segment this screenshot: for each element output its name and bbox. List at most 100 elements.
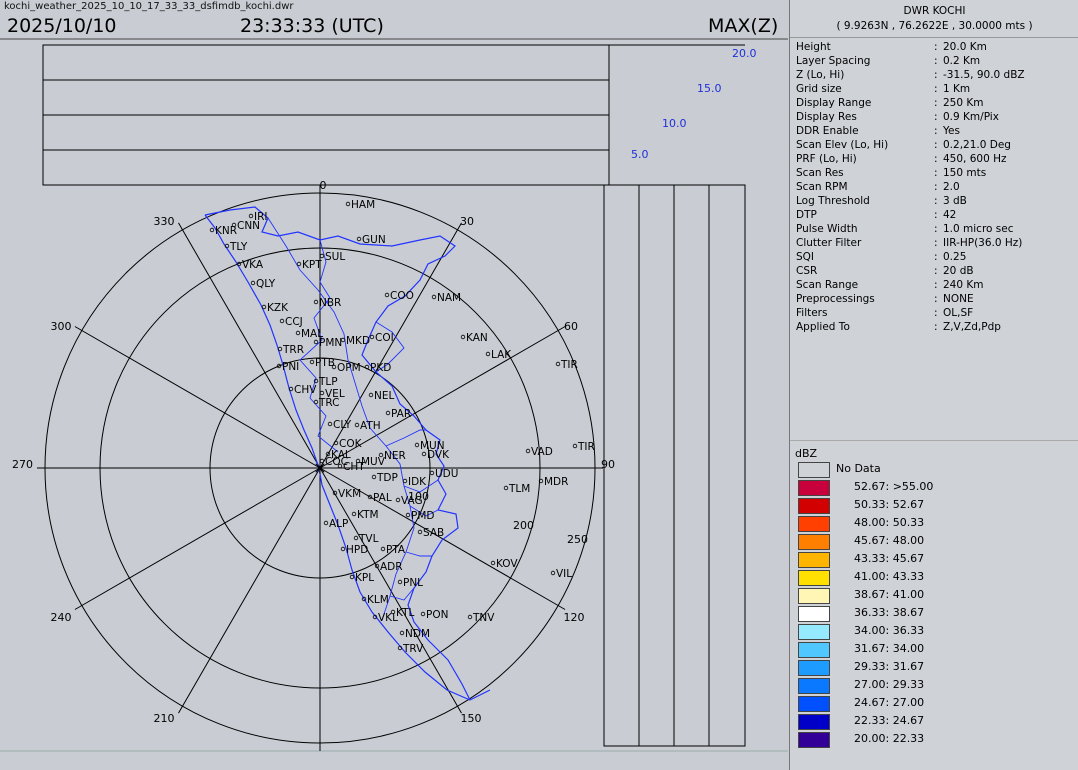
place-label: KOV [496, 558, 518, 570]
azimuth-labels: 0 30 60 90 120 150 210 240 270 300 330 [12, 179, 615, 725]
place-label: KPL [355, 572, 374, 584]
param-label: Layer Spacing [796, 55, 871, 67]
place-label: CNN [237, 220, 260, 232]
place-dot [296, 261, 302, 267]
param-value: -31.5, 90.0 dBZ [943, 69, 1025, 81]
legend-bin: 31.67: 34.00 [798, 641, 1068, 658]
place-label: KPT [302, 259, 322, 271]
place-dot [417, 529, 423, 535]
legend-label: 27.00: 29.33 [854, 678, 925, 691]
place-dot [431, 294, 437, 300]
place-marker: COK [333, 438, 363, 450]
legend-label: 34.00: 36.33 [854, 624, 925, 637]
height-label: 5.0 [631, 148, 649, 161]
legend-label: 22.33: 24.67 [854, 714, 925, 727]
param-label: Display Range [796, 97, 872, 109]
place-label: KNR [215, 225, 237, 237]
legend-label: 31.67: 34.00 [854, 642, 925, 655]
param-value: 42 [943, 209, 957, 221]
place-dot [313, 299, 319, 305]
product-name: MAX(Z) [708, 15, 779, 37]
place-dot [405, 512, 411, 518]
place-dot [355, 458, 361, 464]
legend-swatch [798, 516, 830, 532]
place-marker: VIL [550, 568, 572, 580]
place-label: TRR [282, 344, 304, 356]
place-label: VKA [242, 259, 264, 271]
place-label: ALP [329, 518, 348, 530]
station-name: DWR KOCHI [903, 5, 966, 17]
place-label: NEL [374, 390, 394, 402]
place-dot [231, 222, 237, 228]
place-marker: TRC [313, 397, 340, 409]
place-label: COC [325, 456, 348, 468]
legend-swatch [798, 606, 830, 622]
place-marker: ATH [354, 420, 381, 432]
param-value: 250 Km [943, 97, 984, 109]
place-dot [319, 253, 325, 259]
scan-date: 2025/10/10 [7, 15, 117, 37]
place-label: COI [375, 332, 394, 344]
param-separator: : [934, 69, 938, 81]
place-label: PMD [411, 510, 434, 522]
param-separator: : [934, 167, 938, 179]
param-separator: : [934, 83, 938, 95]
place-marker: KZK [261, 302, 289, 314]
place-marker: GUN [356, 234, 386, 246]
place-dot [397, 579, 403, 585]
place-dot [288, 386, 294, 392]
place-dot [390, 609, 396, 615]
place-marker: KAN [460, 332, 488, 344]
param-label: Preprocessings [796, 293, 875, 305]
param-label: Scan RPM [796, 181, 848, 193]
legend-bin: 34.00: 36.33 [798, 623, 1068, 640]
place-label: MUN [420, 440, 445, 452]
place-label: CHT [343, 461, 365, 473]
place-marker: TRV [397, 643, 424, 655]
param-value: 150 mts [943, 167, 987, 179]
param-separator: : [934, 181, 938, 193]
legend-bin: 22.33: 24.67 [798, 713, 1068, 730]
place-marker: CNN [231, 220, 260, 232]
place-marker: TLP [313, 376, 338, 388]
place-label: KTL [396, 607, 414, 619]
place-marker: VKL [372, 612, 398, 624]
legend-unit: dBZ [795, 447, 818, 460]
place-dot [503, 485, 509, 491]
place-dot [572, 443, 578, 449]
range-label: 200 [513, 519, 534, 532]
place-dot [340, 337, 346, 343]
place-dot [385, 410, 391, 416]
place-dot [325, 451, 331, 457]
place-marker: KLM [361, 594, 389, 606]
place-label: VAD [531, 446, 553, 458]
param-value: Z,V,Zd,Pdp [943, 321, 1001, 333]
param-separator: : [934, 139, 938, 151]
param-separator: : [934, 223, 938, 235]
param-label: Clutter Filter [796, 237, 862, 249]
place-dot [399, 630, 405, 636]
place-dot [333, 440, 339, 446]
radar-display: kochi_weather_2025_10_10_17_33_33_dsfimd… [0, 0, 788, 770]
place-dot [356, 236, 362, 242]
place-label: NAM [437, 292, 461, 304]
place-label: PMN [319, 337, 342, 349]
legend-swatch [798, 588, 830, 604]
place-marker: CCJ [279, 316, 303, 328]
legend-swatch [798, 552, 830, 568]
legend-label: 48.00: 50.33 [854, 516, 925, 529]
param-separator: : [934, 125, 938, 137]
place-marker: IRI [248, 211, 268, 223]
place-label: TIR [560, 359, 578, 371]
place-label: CCJ [285, 316, 303, 328]
param-label: SQI [796, 251, 815, 263]
param-value: 0.9 Km/Pix [943, 111, 999, 123]
place-label: VKL [378, 612, 398, 624]
param-separator: : [934, 293, 938, 305]
place-marker: KOV [490, 558, 518, 570]
legend-bin: 38.67: 41.00 [798, 587, 1068, 604]
place-marker: MAL [295, 328, 323, 340]
place-dot [277, 346, 283, 352]
place-dot [319, 390, 325, 396]
